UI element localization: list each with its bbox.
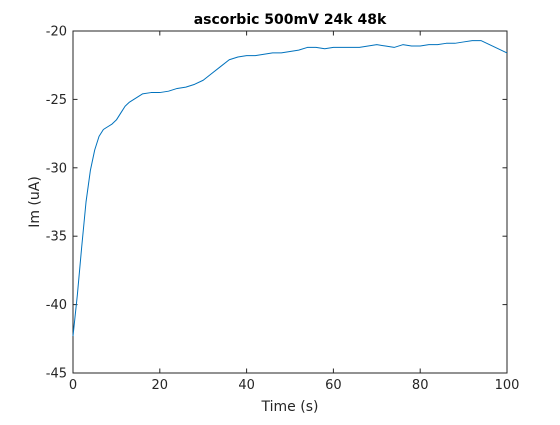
chart-title: ascorbic 500mV 24k 48k	[194, 12, 387, 28]
y-tick-label: -35	[46, 230, 67, 245]
plot-area	[72, 30, 508, 374]
x-tick-label: 60	[325, 378, 342, 393]
axis-ticks: 0 20 40 60 80 100 -45 -40 -35 -30 -25 -20	[46, 25, 520, 394]
y-tick-label: -30	[46, 161, 67, 176]
y-tick-label: -20	[46, 25, 67, 40]
x-tick-label: 20	[152, 378, 169, 393]
x-tick-label: 40	[238, 378, 255, 393]
x-tick-label: 0	[69, 378, 77, 393]
y-axis-label: Im (uA)	[27, 176, 43, 228]
series-line	[72, 40, 508, 337]
x-tick-label: 80	[412, 378, 429, 393]
y-tick-label: -25	[46, 93, 67, 108]
x-tick-label: 100	[495, 378, 520, 393]
y-tick-label: -40	[46, 298, 67, 313]
y-tick-label: -45	[46, 367, 67, 382]
series-layer	[72, 40, 508, 337]
x-axis-label: Time (s)	[261, 399, 319, 415]
